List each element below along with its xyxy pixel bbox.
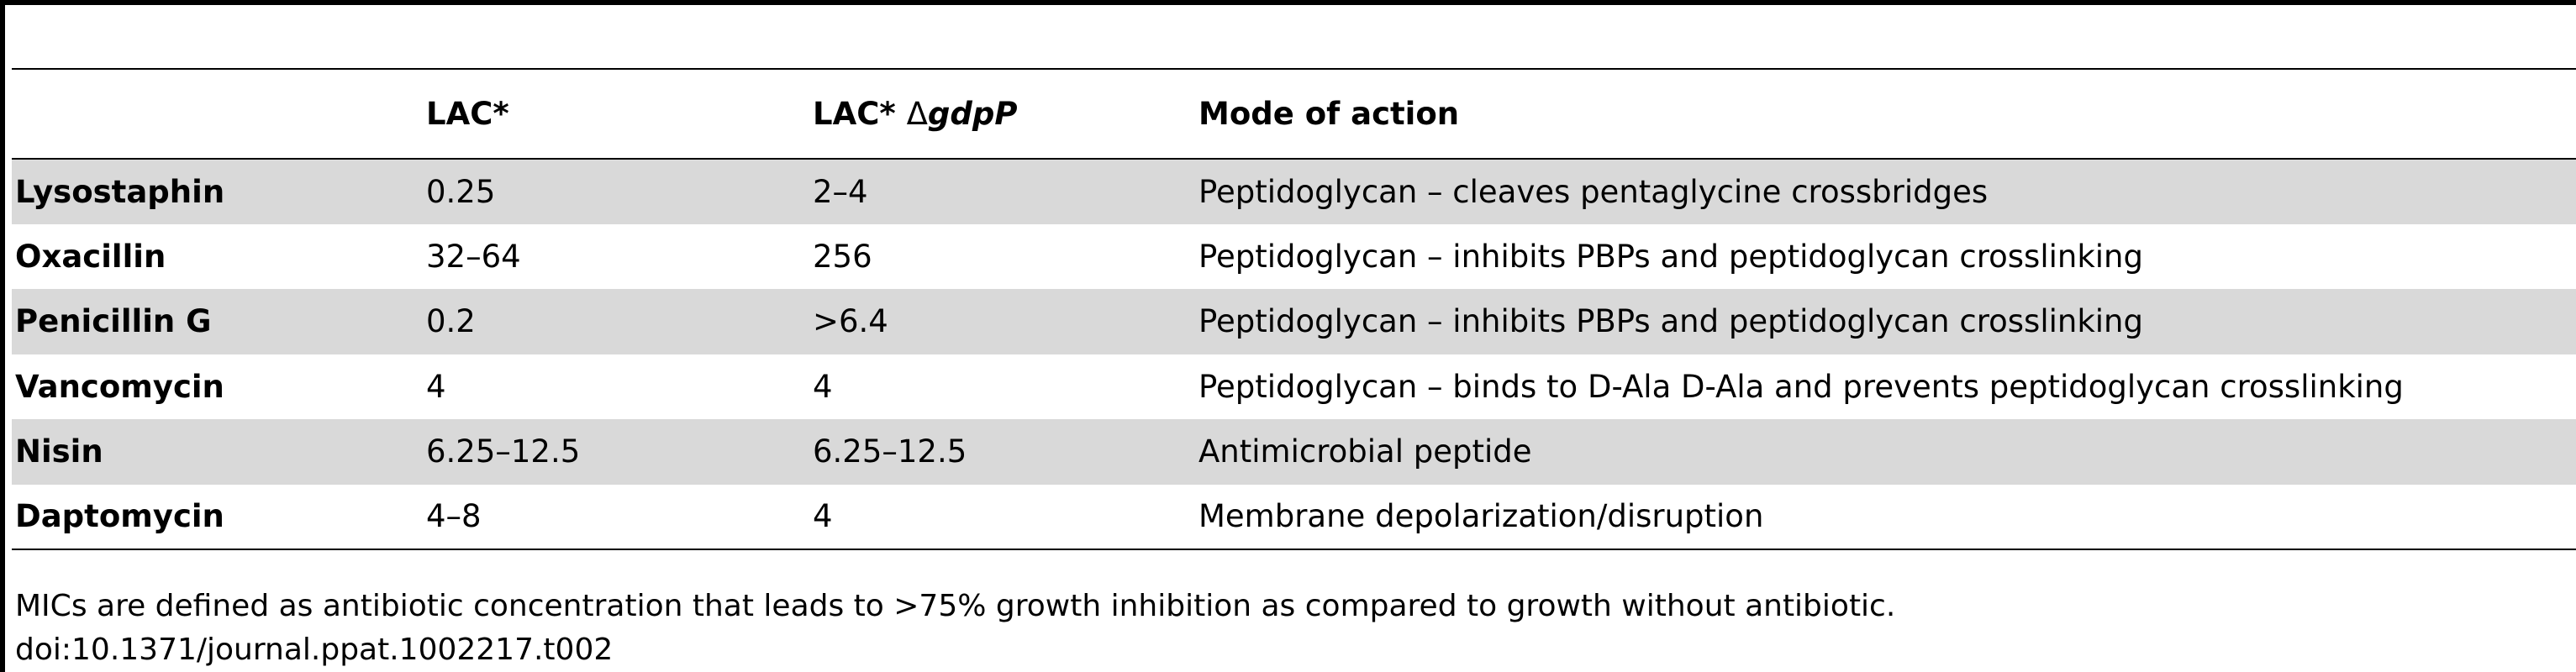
doi-text: doi:10.1371/journal.ppat.1002217.t002 bbox=[15, 633, 614, 667]
table-row: Daptomycin 4–8 4 Membrane depolarization… bbox=[12, 484, 2576, 550]
header-lac: LAC* bbox=[423, 68, 809, 160]
left-rule bbox=[0, 0, 5, 672]
agent-cell: Lysostaphin bbox=[12, 159, 423, 224]
table-row: Nisin 6.25–12.5 6.25–12.5 Antimicrobial … bbox=[12, 419, 2576, 485]
gdpp-cell: 4 bbox=[813, 368, 833, 405]
gdpp-cell: 4 bbox=[809, 484, 1195, 550]
gdpp-cell: >6.4 bbox=[809, 289, 1195, 354]
mode-cell: Membrane depolarization/disruption bbox=[1195, 484, 2576, 550]
top-rule bbox=[0, 0, 2576, 5]
table-row: Oxacillin 32–64 256 Peptidoglycan – inhi… bbox=[12, 224, 2576, 290]
agent-cell: Oxacillin bbox=[15, 238, 166, 275]
mode-cell: Antimicrobial peptide bbox=[1195, 419, 2576, 485]
lac-cell: 4 bbox=[426, 368, 446, 405]
header-mode-of-action: Mode of action bbox=[1195, 68, 2576, 160]
gdpp-cell: 6.25–12.5 bbox=[809, 419, 1195, 485]
header-row: LAC* LAC* ΔgdpP Mode of action bbox=[12, 68, 2576, 160]
agent-cell: Penicillin G bbox=[12, 289, 423, 354]
lac-cell: 32–64 bbox=[426, 238, 521, 275]
header-lac-gdpp-prefix: LAC* bbox=[813, 96, 907, 132]
table-body: Lysostaphin 0.25 2–4 Peptidoglycan – cle… bbox=[12, 159, 2576, 550]
mode-cell: Peptidoglycan – binds to D-Ala D-Ala and… bbox=[1198, 368, 2404, 405]
table-row: Vancomycin 4 4 Peptidoglycan – binds to … bbox=[12, 354, 2576, 420]
table-footnote: MICs are defined as antibiotic concentra… bbox=[15, 585, 1895, 672]
lac-cell: 0.2 bbox=[423, 289, 809, 354]
gdpp-cell: 256 bbox=[813, 238, 872, 275]
lac-cell: 0.25 bbox=[423, 159, 809, 224]
agent-cell: Nisin bbox=[12, 419, 423, 485]
agent-cell: Vancomycin bbox=[15, 368, 224, 405]
table-row: Lysostaphin 0.25 2–4 Peptidoglycan – cle… bbox=[12, 159, 2576, 224]
footnote-text: MICs are defined as antibiotic concentra… bbox=[15, 589, 1896, 623]
lac-cell: 4–8 bbox=[423, 484, 809, 550]
mic-table: LAC* LAC* ΔgdpP Mode of action Lysostaph… bbox=[12, 68, 2576, 550]
gdpp-cell: 2–4 bbox=[809, 159, 1195, 224]
mode-cell: Peptidoglycan – inhibits PBPs and peptid… bbox=[1198, 238, 2143, 275]
mode-cell: Peptidoglycan – inhibits PBPs and peptid… bbox=[1195, 289, 2576, 354]
header-lac-gdpp: LAC* ΔgdpP bbox=[809, 68, 1195, 160]
delta-symbol: Δ bbox=[906, 96, 928, 132]
mode-cell: Peptidoglycan – cleaves pentaglycine cro… bbox=[1195, 159, 2576, 224]
table-row: Penicillin G 0.2 >6.4 Peptidoglycan – in… bbox=[12, 289, 2576, 354]
mic-table-container: LAC* LAC* ΔgdpP Mode of action Lysostaph… bbox=[12, 68, 2576, 550]
table-header: LAC* LAC* ΔgdpP Mode of action bbox=[12, 68, 2576, 160]
gene-name: gdpP bbox=[927, 96, 1018, 132]
lac-cell: 6.25–12.5 bbox=[423, 419, 809, 485]
agent-cell: Daptomycin bbox=[12, 484, 423, 550]
header-agent bbox=[12, 68, 423, 160]
